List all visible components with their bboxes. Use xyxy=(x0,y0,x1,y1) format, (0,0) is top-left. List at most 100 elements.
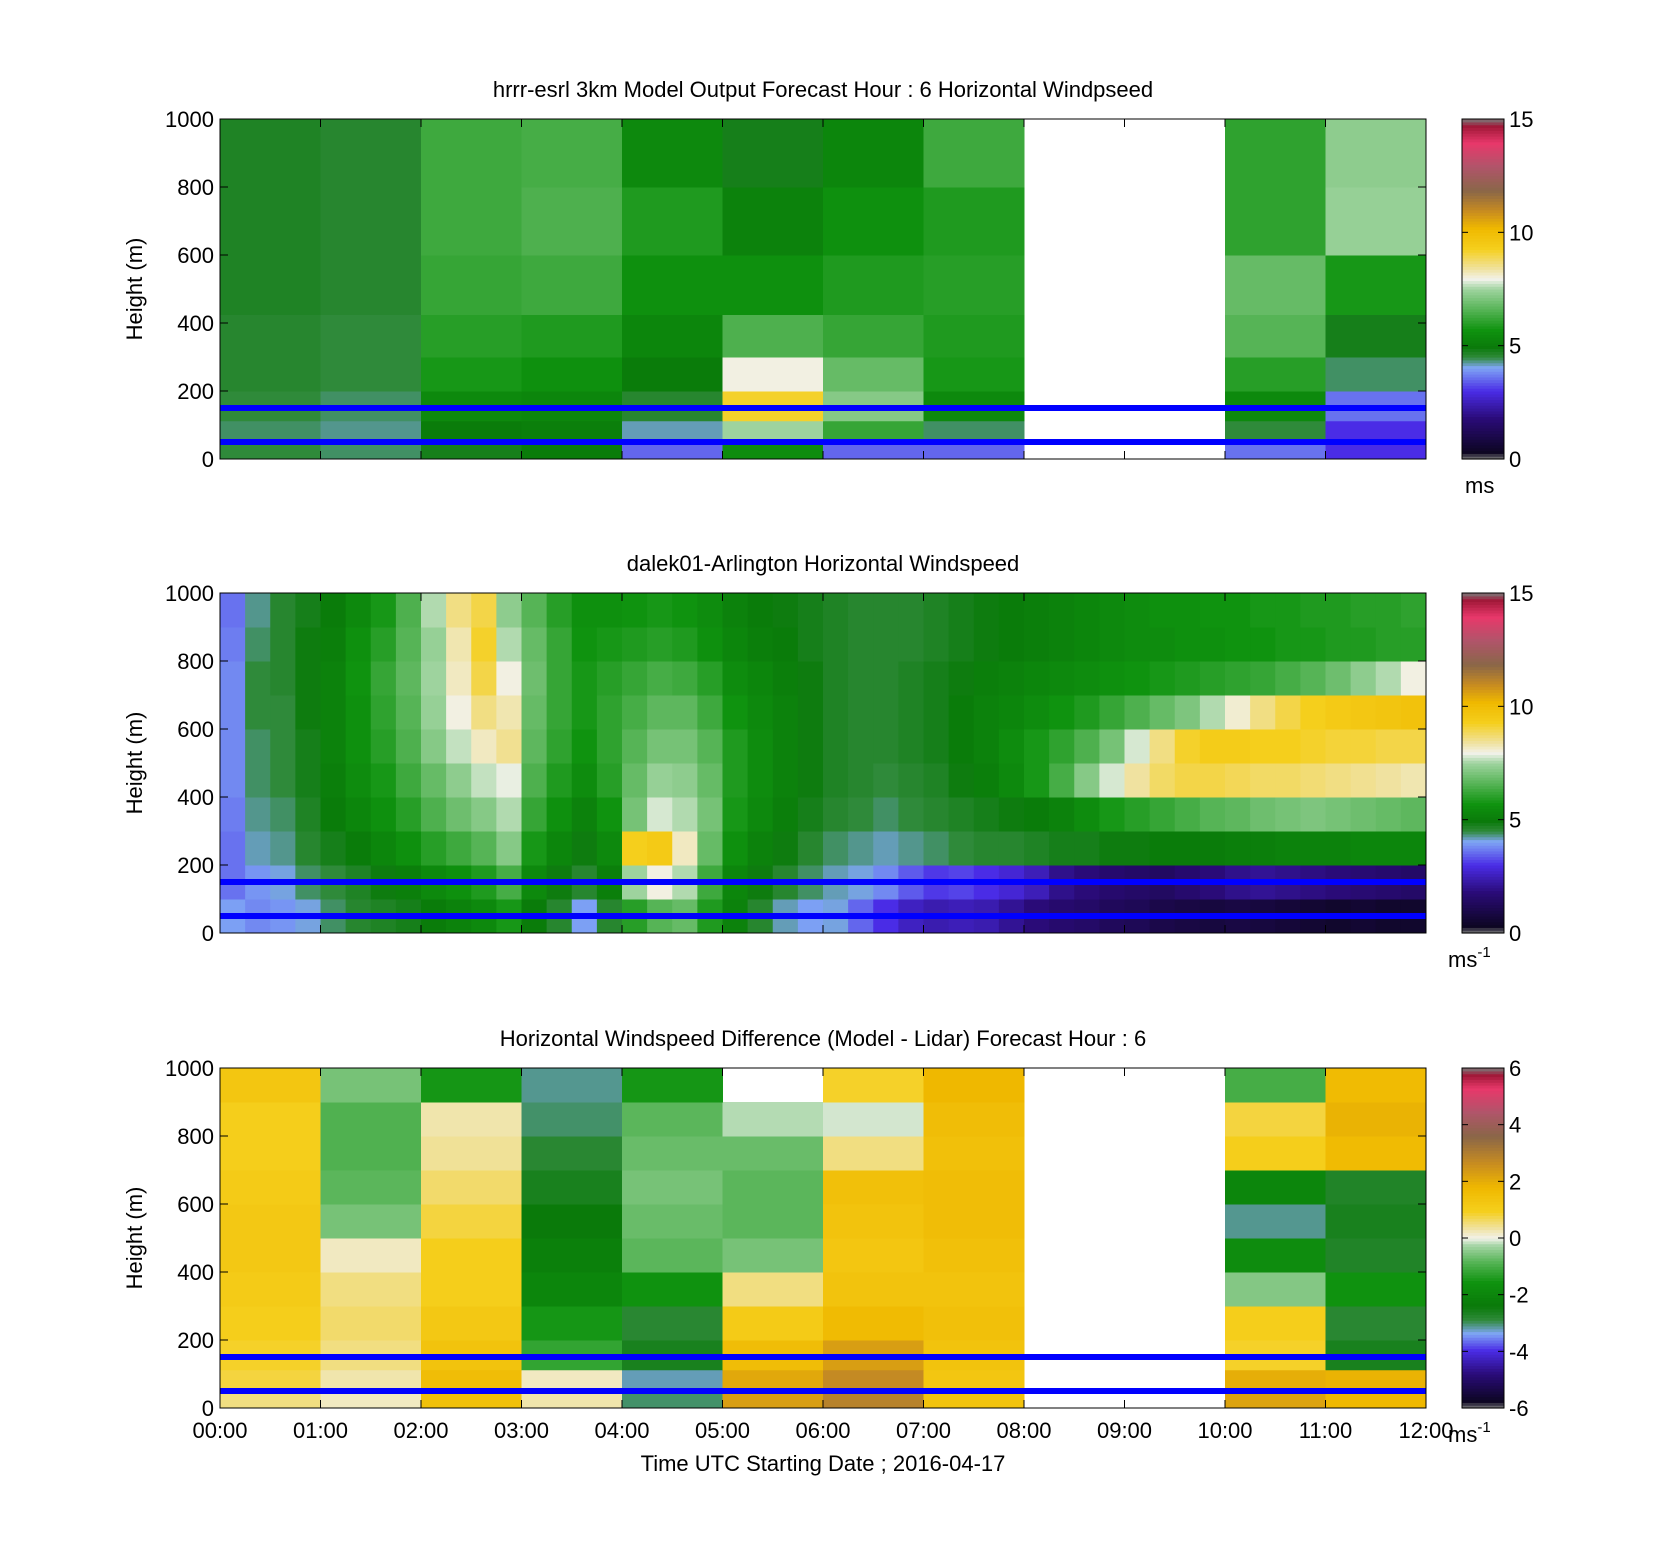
heatmap-cell xyxy=(471,797,497,832)
colorbar-swatch xyxy=(1462,683,1504,688)
colorbar-swatch xyxy=(1462,337,1504,341)
colorbar-swatch xyxy=(1462,856,1504,860)
heatmap-cell xyxy=(873,729,899,764)
heatmap-cell xyxy=(471,729,497,764)
colorbar-swatch xyxy=(1462,621,1504,625)
heatmap-cell xyxy=(998,763,1025,798)
colorbar-swatch xyxy=(1462,1090,1504,1095)
heatmap-cell xyxy=(521,187,623,256)
colorbar-swatch xyxy=(1462,1167,1504,1171)
heatmap-cell xyxy=(1325,1170,1427,1205)
heatmap-cell xyxy=(546,729,573,764)
heatmap-cell xyxy=(1225,729,1251,764)
heatmap-cell xyxy=(521,119,623,188)
heatmap-cell xyxy=(797,797,824,832)
heatmap-cell xyxy=(521,1306,623,1341)
heatmap-cell xyxy=(823,1391,924,1409)
colorbar-swatch xyxy=(1462,212,1504,216)
heatmap-cell xyxy=(722,420,824,443)
colorbar-swatch xyxy=(1462,136,1504,140)
heatmap-cell xyxy=(823,314,924,358)
colorbar: 0 5 10 15 ms xyxy=(1461,107,1533,498)
colorbar-swatch xyxy=(1462,1283,1504,1287)
heatmap-cell xyxy=(245,797,271,832)
colorbar-swatch xyxy=(1462,1334,1504,1338)
heatmap-cell xyxy=(571,729,598,764)
heatmap-cell xyxy=(747,831,774,866)
colorbar-swatch xyxy=(1462,1158,1504,1163)
heatmap-cell xyxy=(722,593,749,628)
heatmap-cell xyxy=(797,661,824,696)
heatmap-cell xyxy=(923,1102,1025,1137)
heatmap-cell xyxy=(1124,763,1151,798)
colorbar-swatch xyxy=(1462,204,1504,208)
x-tick-label: 01:00 xyxy=(293,1418,348,1443)
colorbar-swatch xyxy=(1462,283,1504,287)
colorbar-swatch xyxy=(1462,896,1504,900)
heatmap-cell xyxy=(948,695,975,730)
heatmap-cell xyxy=(320,1306,422,1341)
colorbar-frame xyxy=(1461,592,1505,934)
colorbar-swatch xyxy=(1462,175,1504,180)
colorbar-swatch xyxy=(1462,1399,1504,1403)
heatmap-cell xyxy=(220,314,321,358)
heatmap-cell xyxy=(270,593,296,628)
heatmap-cell xyxy=(295,627,321,662)
heatmap-cell xyxy=(421,729,447,764)
heatmap-cell xyxy=(521,593,548,628)
y-axis-label: Height (m) xyxy=(122,712,147,815)
colorbar-tick-label: 5 xyxy=(1509,334,1521,359)
heatmap-cell xyxy=(1350,831,1377,866)
colorbar-swatch xyxy=(1462,1198,1504,1202)
colorbar-swatch xyxy=(1462,706,1504,710)
colorbar-swatch xyxy=(1462,376,1504,381)
heatmap-cell xyxy=(823,797,849,832)
heatmap-cell xyxy=(647,763,673,798)
heatmap-cell xyxy=(1225,119,1326,188)
heatmap-cell xyxy=(345,831,372,866)
colorbar-swatch xyxy=(1462,1164,1504,1168)
heatmap-cell xyxy=(823,1369,924,1392)
chart-title: Horizontal Windspeed Difference (Model -… xyxy=(500,1026,1146,1051)
colorbar-swatch xyxy=(1462,729,1504,733)
heatmap-cell xyxy=(320,831,347,866)
colorbar-swatch xyxy=(1462,1291,1504,1296)
heatmap-cell xyxy=(1325,420,1427,443)
colorbar-swatch xyxy=(1462,777,1504,781)
heatmap-cell xyxy=(923,357,1025,392)
heatmap-cell xyxy=(848,763,874,798)
colorbar-swatch xyxy=(1462,1263,1504,1267)
heatmap-cell xyxy=(220,1170,321,1205)
heatmap-cell xyxy=(220,357,321,392)
colorbar-swatch xyxy=(1462,306,1504,310)
colorbar-swatch xyxy=(1462,170,1504,174)
heatmap-cell xyxy=(647,695,673,730)
colorbar-swatch xyxy=(1462,1235,1504,1239)
colorbar-swatch xyxy=(1462,1382,1504,1386)
heatmap-cell xyxy=(220,661,246,696)
colorbar-swatch xyxy=(1462,150,1504,154)
colorbar-swatch xyxy=(1462,882,1504,886)
colorbar-swatch xyxy=(1462,1130,1504,1134)
heatmap-cell xyxy=(1250,831,1276,866)
heatmap-cell xyxy=(596,831,623,866)
colorbar-swatch xyxy=(1462,848,1504,852)
heatmap-cell xyxy=(421,695,447,730)
heatmap-cell xyxy=(1325,187,1427,256)
heatmap-cell xyxy=(1225,1306,1326,1341)
colorbar-swatch xyxy=(1462,763,1504,767)
colorbar-swatch xyxy=(1462,1155,1504,1160)
colorbar-swatch xyxy=(1462,257,1504,262)
colorbar-swatch xyxy=(1462,1357,1504,1361)
heatmap-cell xyxy=(1350,695,1377,730)
heatmap-cell xyxy=(697,831,723,866)
colorbar-swatch xyxy=(1462,357,1504,361)
colorbar-swatch xyxy=(1462,833,1504,838)
heatmap-cell xyxy=(220,695,246,730)
colorbar-swatch xyxy=(1462,1099,1504,1103)
heatmap-cell xyxy=(923,1306,1025,1341)
heatmap-cell xyxy=(596,797,623,832)
heatmap-cell xyxy=(722,1204,824,1239)
heatmap-cell xyxy=(722,797,749,832)
heatmap-cell xyxy=(1300,729,1326,764)
